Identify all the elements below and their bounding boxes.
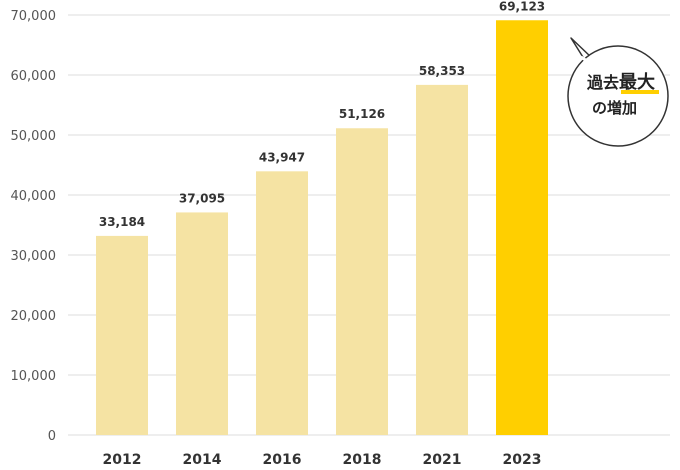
y-tick-label: 70,000 <box>11 9 57 24</box>
x-tick-label: 2012 <box>103 452 142 468</box>
y-tick-label: 30,000 <box>11 249 57 264</box>
x-tick-label: 2018 <box>343 452 382 468</box>
bar-2016 <box>256 171 308 435</box>
y-tick-label: 50,000 <box>11 129 57 144</box>
y-tick-label: 40,000 <box>11 189 57 204</box>
y-tick-label: 0 <box>48 429 56 444</box>
x-axis: 2012 2014 2016 2018 2021 2023 <box>103 452 542 468</box>
bar-2014 <box>176 212 228 435</box>
bar-2018 <box>336 128 388 435</box>
data-label: 69,123 <box>499 0 545 13</box>
data-label: 51,126 <box>339 107 385 121</box>
bar-2012 <box>96 235 148 435</box>
x-tick-label: 2016 <box>263 452 302 468</box>
y-tick-label: 20,000 <box>11 309 57 324</box>
bar-2021 <box>416 84 468 435</box>
data-label: 37,095 <box>179 191 225 205</box>
bar-2023 <box>496 20 548 436</box>
callout-line1: 過去最大 <box>586 71 655 93</box>
callout-circle <box>567 45 669 147</box>
data-label: 58,353 <box>419 64 465 78</box>
x-tick-label: 2014 <box>183 452 222 468</box>
x-tick-label: 2023 <box>503 452 542 468</box>
y-tick-label: 60,000 <box>11 69 57 84</box>
data-label: 43,947 <box>259 150 305 164</box>
y-tick-label: 10,000 <box>11 369 57 384</box>
y-axis: 0 10,000 20,000 30,000 40,000 50,000 60,000 70,… <box>11 9 57 444</box>
data-label: 33,184 <box>99 215 145 229</box>
callout-emphasis: 最大 <box>619 71 655 93</box>
callout-prefix: 過去 <box>586 73 619 92</box>
bars: 33,184 37,095 43,947 51,126 58,353 69,123 <box>96 0 548 436</box>
callout-bubble: 過去最大 の増加 <box>567 37 669 147</box>
x-tick-label: 2021 <box>423 452 462 468</box>
emphasis-underline <box>621 90 659 94</box>
callout-line2: の増加 <box>592 99 637 117</box>
